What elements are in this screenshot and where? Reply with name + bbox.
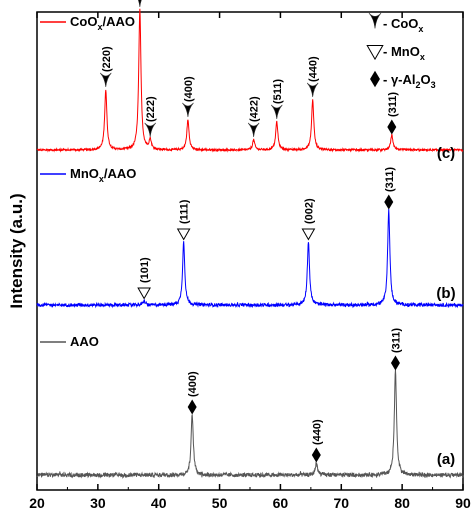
mn-marker <box>301 228 316 241</box>
legend-label: MnOx/AAO <box>70 166 136 184</box>
x-tick-label: 50 <box>212 495 228 511</box>
panel-label: (a) <box>437 451 455 468</box>
co-marker <box>368 12 382 29</box>
peak-label: (422) <box>249 96 261 122</box>
legend-label: CoOx/AAO <box>70 14 135 32</box>
co-marker <box>182 102 194 118</box>
panel-b: (101) (111) (002) (311) MnOx/AAO (b) <box>36 166 464 309</box>
x-tick-label: 80 <box>394 495 410 511</box>
co-marker <box>247 122 260 138</box>
series-line-a <box>36 370 464 480</box>
peak-label: (222) <box>145 96 157 122</box>
mn-marker <box>176 228 191 241</box>
co-marker <box>271 104 283 120</box>
series-line-b <box>36 208 464 309</box>
legend-label: AAO <box>70 334 99 349</box>
panel-label: (b) <box>436 285 455 302</box>
peak-label: (400) <box>183 76 195 102</box>
panel-c: (220)(311)(222)(400)(422)(511)(440)(311)… <box>36 0 464 162</box>
co-marker <box>306 82 319 98</box>
x-tick-label: 30 <box>90 495 106 511</box>
peak-label: (101) <box>139 257 151 283</box>
peak-label: (400) <box>187 371 199 397</box>
x-tick-label: 20 <box>29 495 45 511</box>
phase-legend-label: - MnOx <box>383 44 425 62</box>
peak-label: (311) <box>384 167 396 192</box>
x-tick-label: 60 <box>273 495 289 511</box>
peak-label: (220) <box>101 46 113 72</box>
co-marker <box>138 0 142 8</box>
peak-label: (311) <box>387 92 399 117</box>
al-marker <box>370 70 380 88</box>
phase-legend-label: - γ-Al2O3 <box>383 72 436 90</box>
al-marker <box>390 355 400 371</box>
x-tick-label: 70 <box>333 495 349 511</box>
x-tick-label: 90 <box>455 495 471 511</box>
al-marker <box>187 399 197 415</box>
co-marker <box>100 72 112 88</box>
phase-legend-label: - CoOx <box>383 16 423 34</box>
peak-label: (311) <box>390 328 402 353</box>
peak-label: (111) <box>179 199 191 224</box>
mn-marker <box>366 45 384 61</box>
peak-label: (511) <box>272 79 284 104</box>
series-line-c <box>36 8 464 153</box>
y-axis-label: Intensity (a.u.) <box>7 193 26 308</box>
al-marker <box>384 194 394 210</box>
co-marker <box>144 122 156 138</box>
peak-label: (440) <box>311 419 323 445</box>
peak-label: (002) <box>303 198 315 224</box>
peak-label: (440) <box>308 56 320 82</box>
al-marker <box>311 447 321 463</box>
mn-marker <box>137 287 151 300</box>
phase-legend: - CoOx - MnOx - γ-Al2O3 <box>366 12 436 90</box>
panel-a: (400) (440) (311) AAO (a) <box>36 328 464 480</box>
al-marker <box>387 119 397 135</box>
panel-label: (c) <box>437 145 455 162</box>
x-tick-label: 40 <box>151 495 167 511</box>
